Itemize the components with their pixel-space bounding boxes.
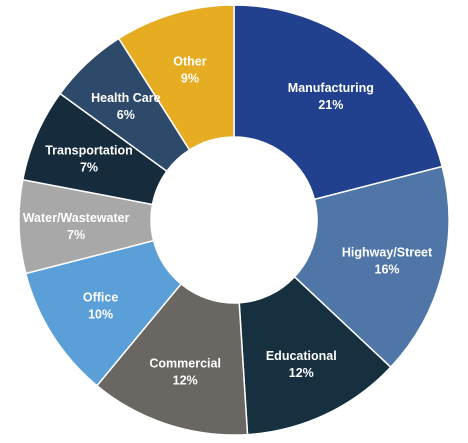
slice-value-commercial: 12% [173,373,198,387]
slice-value-other: 9% [181,71,199,85]
slice-label-educational: Educational [266,349,337,363]
donut-hole [151,137,317,303]
slice-label-health-care: Health Care [91,91,161,105]
slice-label-office: Office [83,291,118,305]
slice-value-office: 10% [88,308,113,322]
labels-group: Manufacturing 21% Highway/Street 16% Educati… [23,54,433,387]
slice-label-water-wastewater: Water/Wastewater [23,211,130,225]
slice-value-water-wastewater: 7% [67,228,85,242]
slice-value-educational: 12% [289,366,314,380]
slice-value-transportation: 7% [80,160,98,174]
slice-label-manufacturing: Manufacturing [288,81,374,95]
slice-label-highway-street: Highway/Street [342,245,433,259]
slice-value-health-care: 6% [117,108,135,122]
slice-value-highway-street: 16% [375,262,400,276]
slice-label-other: Other [173,54,206,68]
slice-label-transportation: Transportation [45,143,133,157]
slice-label-commercial: Commercial [149,356,221,370]
slices-group [18,4,450,436]
slice-value-manufacturing: 21% [318,98,343,112]
